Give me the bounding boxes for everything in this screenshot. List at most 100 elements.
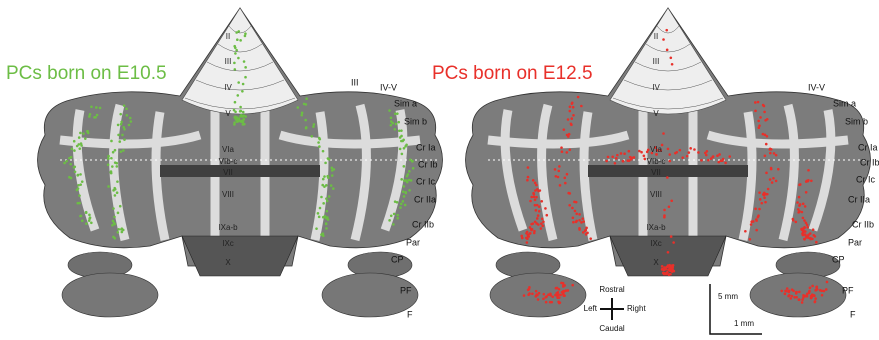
labeled-cell bbox=[669, 273, 672, 276]
labeled-cell bbox=[811, 293, 814, 296]
labeled-cell bbox=[233, 123, 236, 126]
lobule-label: V bbox=[225, 109, 231, 118]
labeled-cell bbox=[815, 241, 818, 244]
labeled-cell bbox=[769, 148, 772, 151]
labeled-cell bbox=[331, 169, 334, 172]
lobule-label: VIII bbox=[222, 190, 234, 199]
labeled-cell bbox=[806, 292, 809, 295]
labeled-cell bbox=[803, 238, 806, 241]
compass-label: Rostral bbox=[599, 285, 625, 294]
labeled-cell bbox=[233, 116, 236, 119]
labeled-cell bbox=[527, 235, 530, 238]
labeled-cell bbox=[235, 49, 238, 52]
labeled-cell bbox=[769, 178, 772, 181]
labeled-cell bbox=[760, 202, 763, 205]
labeled-cell bbox=[563, 128, 566, 131]
labeled-cell bbox=[115, 162, 118, 165]
labeled-cell bbox=[622, 160, 625, 163]
labeled-cell bbox=[537, 223, 540, 226]
anterior-vermis bbox=[182, 8, 298, 114]
labeled-cell bbox=[321, 184, 324, 187]
labeled-cell bbox=[403, 185, 406, 188]
labeled-cell bbox=[403, 165, 406, 168]
labeled-cell bbox=[402, 200, 405, 203]
labeled-cell bbox=[802, 217, 805, 220]
labeled-cell bbox=[547, 293, 550, 296]
labeled-cell bbox=[568, 148, 571, 151]
lobule-label: Sim b bbox=[404, 116, 427, 126]
labeled-cell bbox=[543, 293, 546, 296]
labeled-cell bbox=[570, 117, 573, 120]
labeled-cell bbox=[798, 196, 801, 199]
labeled-cell bbox=[556, 287, 559, 290]
labeled-cell bbox=[569, 105, 572, 108]
labeled-cell bbox=[566, 173, 569, 176]
labeled-cell bbox=[670, 56, 673, 59]
labeled-cell bbox=[798, 291, 801, 294]
labeled-cell bbox=[234, 68, 237, 71]
labeled-cell bbox=[545, 301, 548, 304]
labeled-cell bbox=[578, 219, 581, 222]
labeled-cell bbox=[806, 226, 809, 229]
labeled-cell bbox=[390, 214, 393, 217]
labeled-cell bbox=[798, 184, 801, 187]
labeled-cell bbox=[322, 150, 325, 153]
labeled-cell bbox=[394, 200, 397, 203]
lobule-label: Cr IIb bbox=[412, 219, 434, 229]
labeled-cell bbox=[804, 234, 807, 237]
labeled-cell bbox=[114, 188, 117, 191]
labeled-cell bbox=[561, 150, 564, 153]
labeled-cell bbox=[390, 117, 393, 120]
labeled-cell bbox=[766, 193, 769, 196]
labeled-cell bbox=[811, 238, 814, 241]
labeled-cell bbox=[826, 281, 829, 284]
labeled-cell bbox=[532, 179, 535, 182]
panel-title: PCs born on E10.5 bbox=[6, 63, 167, 84]
labeled-cell bbox=[633, 156, 636, 159]
labeled-cell bbox=[111, 165, 114, 168]
lobule-label: PF bbox=[400, 285, 412, 295]
labeled-cell bbox=[560, 146, 563, 149]
labeled-cell bbox=[114, 194, 117, 197]
lobule-label: IV bbox=[224, 83, 232, 92]
labeled-cell bbox=[809, 232, 812, 235]
labeled-cell bbox=[110, 140, 113, 143]
labeled-cell bbox=[328, 195, 331, 198]
labeled-cell bbox=[541, 225, 544, 228]
labeled-cell bbox=[243, 60, 246, 63]
labeled-cell bbox=[304, 119, 307, 122]
compass-label: Left bbox=[584, 304, 598, 313]
labeled-cell bbox=[112, 207, 115, 210]
labeled-cell bbox=[406, 181, 409, 184]
labeled-cell bbox=[410, 179, 413, 182]
anterior-vermis bbox=[610, 8, 726, 114]
labeled-cell bbox=[572, 221, 575, 224]
labeled-cell bbox=[814, 301, 817, 304]
labeled-cell bbox=[110, 157, 113, 160]
labeled-cell bbox=[794, 221, 797, 224]
labeled-cell bbox=[236, 118, 239, 121]
labeled-cell bbox=[326, 210, 329, 213]
labeled-cell bbox=[707, 159, 710, 162]
labeled-cell bbox=[536, 217, 539, 220]
labeled-cell bbox=[749, 238, 752, 241]
lobule-label: CP bbox=[391, 254, 404, 264]
labeled-cell bbox=[582, 220, 585, 223]
labeled-cell bbox=[536, 188, 539, 191]
lobule-label: VIb-c bbox=[219, 157, 238, 166]
labeled-cell bbox=[672, 264, 675, 267]
labeled-cell bbox=[763, 105, 766, 108]
labeled-cell bbox=[605, 160, 608, 163]
labeled-cell bbox=[545, 214, 548, 217]
labeled-cell bbox=[112, 151, 115, 154]
labeled-cell bbox=[558, 165, 561, 168]
vermis-band bbox=[160, 165, 320, 177]
labeled-cell bbox=[76, 202, 79, 205]
labeled-cell bbox=[77, 184, 80, 187]
labeled-cell bbox=[396, 112, 399, 115]
lobule-label: VIII bbox=[650, 190, 662, 199]
labeled-cell bbox=[759, 116, 762, 119]
labeled-cell bbox=[535, 209, 538, 212]
labeled-cell bbox=[528, 286, 531, 289]
labeled-cell bbox=[663, 272, 666, 275]
